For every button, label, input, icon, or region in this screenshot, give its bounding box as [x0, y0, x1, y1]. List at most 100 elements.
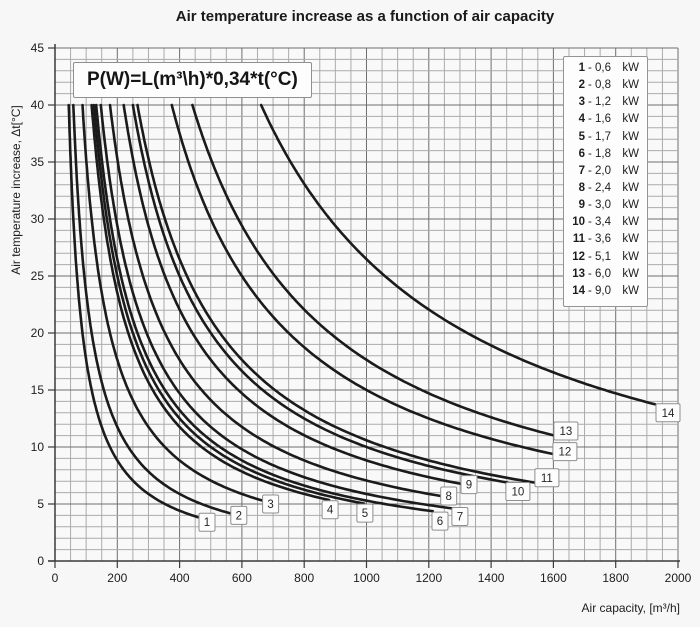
curve-2 — [72, 103, 232, 515]
curve-number-box-7 — [451, 507, 469, 526]
curve-number-box-2 — [230, 505, 248, 525]
curve-number-box-13 — [553, 421, 579, 441]
y-axis-label: Air temperature increase, Δt[°C] — [9, 105, 23, 275]
curve-number-box-10 — [505, 482, 531, 501]
legend-entry-number: 12 — [572, 250, 585, 263]
curve-number-box-5 — [356, 503, 374, 523]
curve-7 — [99, 103, 454, 510]
legend-entry-value: - 3,6 — [588, 233, 612, 246]
x-tick-label: 800 — [294, 571, 314, 585]
curve-number-label-11: 11 — [541, 473, 553, 485]
legend-entry-unit: kW — [622, 96, 639, 109]
legend-entry-unit: kW — [622, 267, 639, 280]
legend-row-14: 14- 9,0 kW — [570, 285, 640, 302]
legend-entry-number: 13 — [572, 267, 585, 280]
legend-entry-value: - 0,8 — [588, 79, 612, 92]
curve-number-box-12 — [552, 442, 578, 462]
legend-entry-value: - 0,6 — [588, 62, 612, 74]
curve-number-box-9 — [460, 475, 478, 495]
legend-entry-unit: kW — [622, 181, 639, 194]
legend-entry-number: 5 — [578, 130, 585, 143]
curve-number-label-3: 3 — [267, 499, 273, 511]
curve-number-label-10: 10 — [511, 486, 524, 498]
x-tick-label: 0 — [52, 571, 59, 585]
legend-entry-number: 7 — [578, 164, 585, 177]
legend-entry-unit: kW — [622, 79, 639, 92]
legend-entry-value: - 3,0 — [588, 199, 612, 212]
legend-entry-unit: kW — [622, 250, 639, 263]
legend-entry-value: - 5,1 — [588, 250, 612, 263]
legend-entry-value: - 1,2 — [588, 96, 612, 109]
x-tick-label: 200 — [107, 571, 127, 585]
x-tick-label: 1000 — [353, 571, 380, 585]
curve-number-label-4: 4 — [327, 505, 334, 517]
legend-entry-value: - 6,0 — [588, 267, 612, 280]
legend-entry-number: 14 — [572, 284, 585, 297]
curve-number-box-11 — [534, 468, 560, 488]
curve-number-box-4 — [321, 500, 339, 520]
curve-3 — [81, 103, 264, 502]
curve-number-label-8: 8 — [446, 491, 452, 503]
x-axis-label: Air capacity, [m³/h] — [581, 601, 680, 615]
legend-entry-unit: kW — [622, 284, 639, 297]
legend-entry-unit: kW — [622, 62, 639, 74]
legend-entry-value: - 2,0 — [588, 164, 612, 177]
legend-row-9: 9- 3,0 kW — [570, 199, 640, 216]
curve-number-box-3 — [262, 494, 280, 514]
y-tick-label: 45 — [31, 41, 45, 55]
curve-10 — [131, 103, 509, 484]
legend: 1- 0,6 kW 2- 0,8 kW 3- 1,2 kW 4- 1,6 kW 5- 1,7 kW… — [563, 56, 648, 307]
curve-number-box-14 — [655, 403, 681, 423]
legend-row-7: 7- 2,0 kW — [570, 165, 640, 182]
legend-row-1: 1- 0,6 kW — [570, 62, 640, 79]
legend-row-11: 11- 3,6 kW — [570, 233, 640, 250]
y-tick-label: 20 — [31, 326, 45, 340]
legend-row-5: 5- 1,7 kW — [570, 131, 640, 148]
legend-entry-value: - 1,7 — [588, 130, 612, 143]
legend-entry-number: 6 — [578, 147, 585, 160]
legend-row-12: 12- 5,1 kW — [570, 251, 640, 268]
legend-entry-unit: kW — [622, 199, 639, 212]
legend-entry-number: 4 — [578, 113, 585, 126]
y-tick-label: 30 — [31, 212, 45, 226]
legend-entry-number: 3 — [578, 96, 585, 109]
curve-number-label-13: 13 — [559, 426, 572, 438]
curve-number-box-8 — [440, 486, 458, 506]
curve-8 — [108, 103, 442, 498]
curve-number-label-14: 14 — [662, 408, 675, 420]
legend-entry-number: 2 — [578, 79, 585, 92]
legend-entry-unit: kW — [622, 130, 639, 143]
curve-number-label-6: 6 — [437, 516, 443, 528]
curve-number-label-1: 1 — [204, 517, 210, 529]
y-tick-label: 40 — [31, 98, 45, 112]
y-tick-label: 5 — [37, 497, 44, 511]
legend-entry-number: 1 — [578, 62, 585, 74]
x-tick-label: 1200 — [415, 571, 442, 585]
curve-number-box-1 — [198, 512, 216, 532]
legend-row-10: 10- 3,4 kW — [570, 216, 640, 233]
legend-row-6: 6- 1,8 kW — [570, 148, 640, 165]
formula-text: P(W)=L(m³\h)*0,34*t(°C) — [87, 69, 298, 90]
legend-row-3: 3- 1,2 kW — [570, 96, 640, 113]
x-tick-label: 2000 — [665, 571, 692, 585]
curve-number-label-7: 7 — [457, 512, 463, 524]
legend-entry-number: 9 — [578, 199, 585, 212]
legend-entry-unit: kW — [622, 147, 639, 160]
legend-entry-value: - 2,4 — [588, 181, 612, 194]
x-tick-label: 1400 — [478, 571, 505, 585]
y-tick-label: 25 — [31, 269, 45, 283]
curve-12 — [170, 103, 554, 456]
legend-row-4: 4- 1,6 kW — [570, 113, 640, 130]
chart-title: Air temperature increase as a function o… — [175, 8, 555, 25]
legend-row-13: 13- 6,0 kW — [570, 268, 640, 285]
legend-entry-number: 10 — [572, 216, 585, 229]
legend-entry-value: - 1,8 — [588, 147, 612, 160]
curve-number-label-2: 2 — [236, 510, 242, 522]
legend-entry-value: - 9,0 — [588, 284, 612, 297]
curve-9 — [122, 103, 464, 486]
legend-row-8: 8- 2,4 kW — [570, 182, 640, 199]
legend-row-2: 2- 0,8 kW — [570, 79, 640, 96]
curve-13 — [191, 103, 558, 438]
curve-5 — [92, 103, 366, 505]
y-tick-label: 15 — [31, 383, 45, 397]
